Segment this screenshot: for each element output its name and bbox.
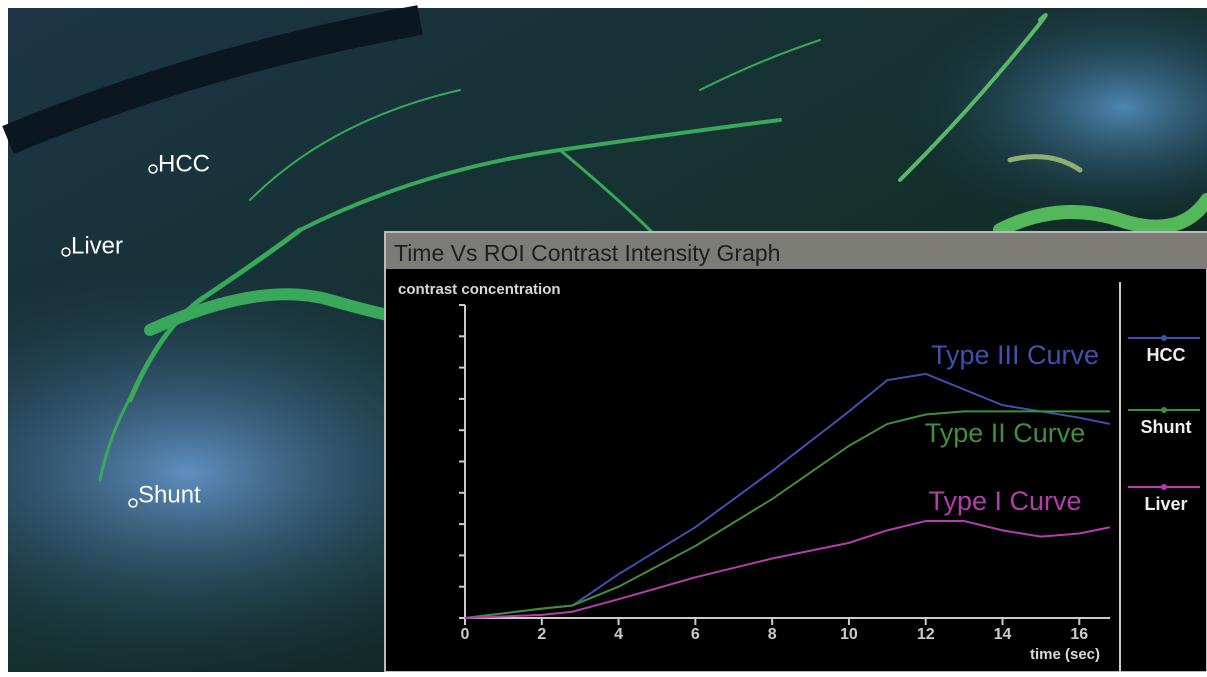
legend-label: HCC — [1147, 345, 1186, 365]
legend-label: Liver — [1144, 494, 1187, 514]
chart-title: Time Vs ROI Contrast Intensity Graph — [394, 240, 780, 266]
y-axis-label: contrast concentration — [398, 281, 561, 298]
legend-dot — [1161, 335, 1167, 341]
x-axis-label: time (sec) — [1030, 646, 1100, 663]
curve-label: Type II Curve — [925, 418, 1086, 448]
screenshot: HCC Liver Shunt Time Vs ROI Contrast Int… — [0, 0, 1207, 672]
roi-label: Shunt — [138, 481, 201, 508]
roi-label: HCC — [158, 150, 210, 177]
x-tick-label: 12 — [917, 626, 935, 643]
x-tick-label: 8 — [768, 626, 777, 643]
x-tick-label: 16 — [1070, 626, 1088, 643]
x-tick-label: 4 — [614, 626, 623, 643]
x-tick-label: 6 — [691, 626, 700, 643]
x-tick-label: 10 — [840, 626, 858, 643]
legend-dot — [1161, 407, 1167, 413]
page: HCC Liver Shunt Time Vs ROI Contrast Int… — [0, 0, 1207, 672]
legend-label: Shunt — [1141, 417, 1192, 437]
roi-label: Liver — [71, 232, 123, 259]
graph-panel: Time Vs ROI Contrast Intensity Graph con… — [385, 232, 1207, 672]
legend-dot — [1161, 484, 1167, 490]
curve-label: Type III Curve — [931, 340, 1099, 370]
x-tick-label: 14 — [994, 626, 1012, 643]
curve-label: Type I Curve — [928, 486, 1081, 516]
x-tick-label: 0 — [461, 626, 470, 643]
x-tick-label: 2 — [537, 626, 546, 643]
